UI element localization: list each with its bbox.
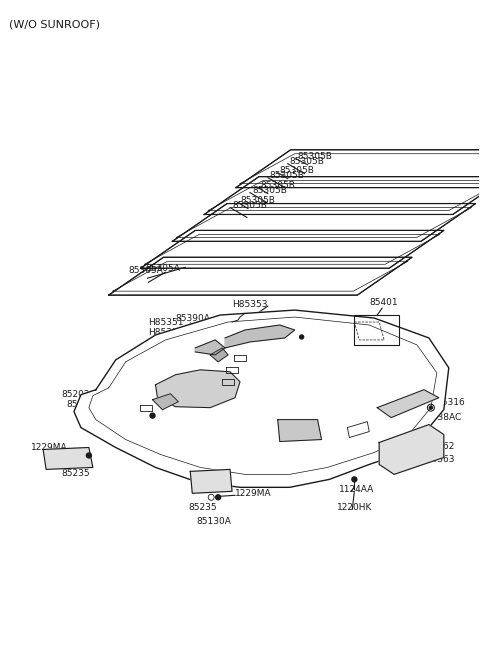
Polygon shape xyxy=(236,150,480,188)
Text: 84679: 84679 xyxy=(79,405,108,414)
Polygon shape xyxy=(210,348,228,362)
Circle shape xyxy=(430,406,432,409)
Text: 85305B: 85305B xyxy=(270,171,305,180)
Text: 85305B: 85305B xyxy=(280,166,315,175)
Text: 85340: 85340 xyxy=(324,435,353,444)
Polygon shape xyxy=(225,325,295,348)
Polygon shape xyxy=(156,370,240,407)
Circle shape xyxy=(352,477,357,482)
Text: 85343A: 85343A xyxy=(305,453,339,462)
Text: 85343A: 85343A xyxy=(242,358,277,367)
Text: 85390A: 85390A xyxy=(175,314,210,323)
Text: 85130A: 85130A xyxy=(196,517,231,525)
Polygon shape xyxy=(141,230,444,268)
Polygon shape xyxy=(43,447,93,470)
Text: 1338AC: 1338AC xyxy=(427,413,462,422)
Text: 85202A: 85202A xyxy=(61,390,96,400)
Text: H85354: H85354 xyxy=(329,420,365,429)
Text: 85340: 85340 xyxy=(120,413,149,422)
Text: 221AC: 221AC xyxy=(153,419,182,428)
Text: 1124AA: 1124AA xyxy=(339,485,375,494)
Text: H85363: H85363 xyxy=(419,455,455,464)
Text: 85305B: 85305B xyxy=(298,152,333,161)
Text: 85305A: 85305A xyxy=(129,266,164,275)
Text: 85305B: 85305B xyxy=(252,186,287,195)
Text: 85130B: 85130B xyxy=(53,457,88,466)
Circle shape xyxy=(150,413,155,418)
Text: 85305B: 85305B xyxy=(290,157,324,166)
Text: 1229MA: 1229MA xyxy=(31,443,68,452)
Text: 85305B: 85305B xyxy=(240,196,275,205)
Text: 85343A: 85343A xyxy=(228,382,263,391)
Text: 1220HK: 1220HK xyxy=(337,502,373,512)
Polygon shape xyxy=(109,257,412,295)
Text: 1124DC: 1124DC xyxy=(312,321,348,331)
Text: 85305A: 85305A xyxy=(145,264,180,273)
Text: H85362: H85362 xyxy=(419,442,455,451)
Polygon shape xyxy=(278,420,322,441)
Polygon shape xyxy=(172,203,476,241)
Polygon shape xyxy=(377,390,439,418)
Text: 18643: 18643 xyxy=(120,419,149,428)
Text: 85343A: 85343A xyxy=(305,465,339,474)
Text: 85401: 85401 xyxy=(369,298,398,306)
Text: 85201A: 85201A xyxy=(160,431,195,440)
Circle shape xyxy=(216,495,221,500)
Text: H85351: H85351 xyxy=(148,318,184,327)
Text: 85305B: 85305B xyxy=(260,181,295,190)
Polygon shape xyxy=(74,310,449,487)
Text: 12203: 12203 xyxy=(183,327,212,337)
Text: 85235: 85235 xyxy=(61,469,90,478)
Text: 18643: 18643 xyxy=(192,455,221,464)
Text: 85235: 85235 xyxy=(188,502,217,512)
Text: 91600C: 91600C xyxy=(329,343,364,352)
Text: H85352: H85352 xyxy=(148,329,184,337)
Text: 85343A: 85343A xyxy=(235,370,270,379)
Text: (W/O SUNROOF): (W/O SUNROOF) xyxy=(9,19,100,30)
Polygon shape xyxy=(153,394,179,409)
Text: 1229MA: 1229MA xyxy=(235,489,272,498)
Polygon shape xyxy=(204,176,480,215)
Circle shape xyxy=(86,453,91,458)
Text: H85353: H85353 xyxy=(232,300,267,308)
Text: 85305B: 85305B xyxy=(232,201,267,210)
Circle shape xyxy=(300,335,304,339)
Text: 85340: 85340 xyxy=(228,346,257,354)
Text: 85316: 85316 xyxy=(437,398,466,407)
Polygon shape xyxy=(190,470,232,493)
Polygon shape xyxy=(195,340,225,355)
Text: 85343A: 85343A xyxy=(66,400,101,409)
Polygon shape xyxy=(379,424,444,474)
